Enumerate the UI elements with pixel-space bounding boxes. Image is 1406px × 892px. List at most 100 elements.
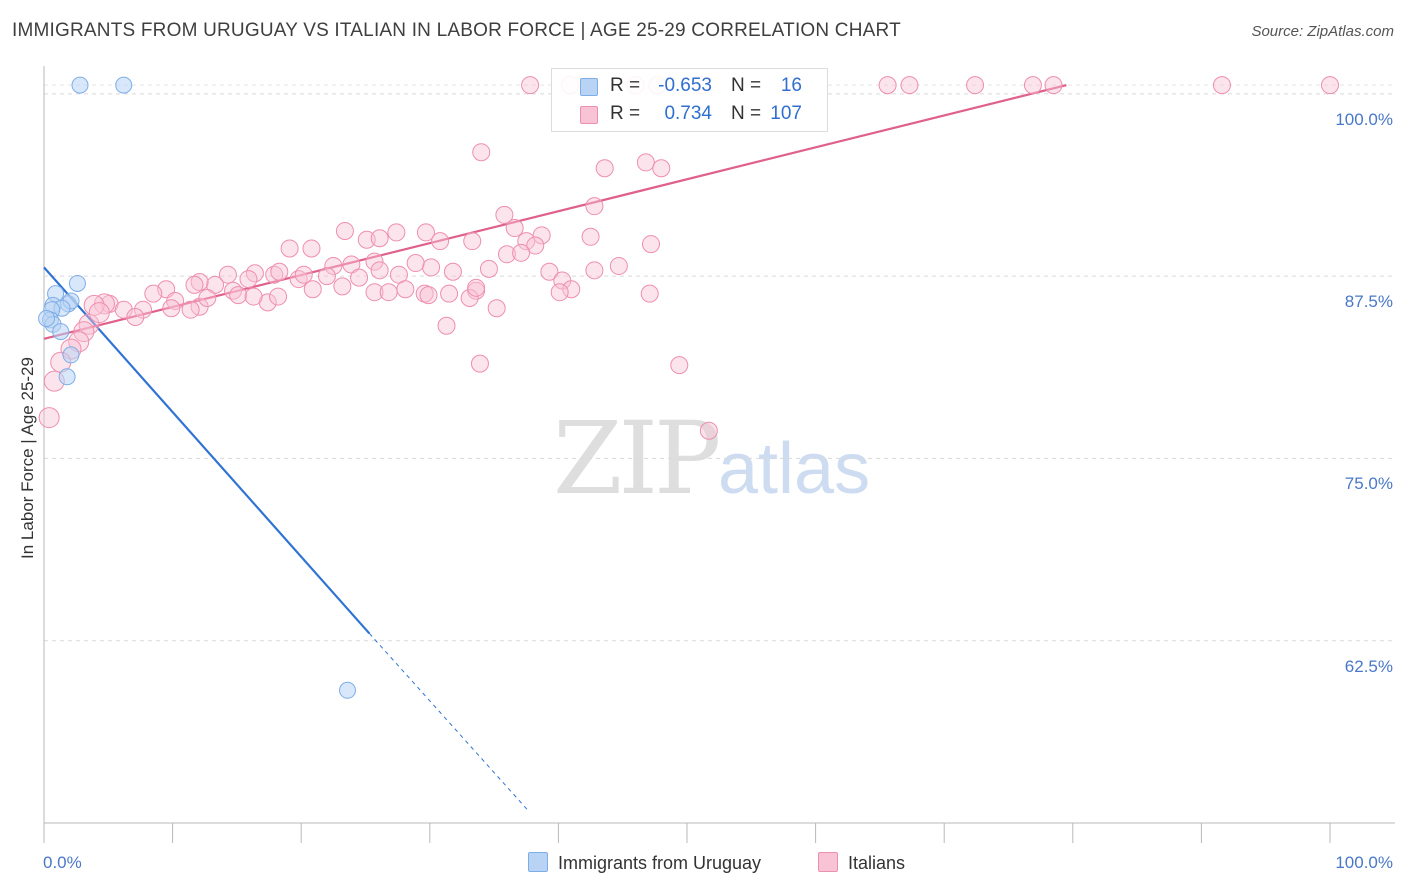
trend-lines (43, 84, 1067, 811)
point-italians (422, 258, 441, 277)
point-uruguay (68, 274, 86, 292)
legend-swatch-italians (580, 106, 598, 124)
legend-r-value: -0.653 (658, 75, 712, 96)
point-italians (38, 407, 60, 429)
point-italians (479, 259, 498, 278)
point-italians (324, 256, 343, 275)
point-italians (512, 243, 531, 262)
point-italians (218, 265, 237, 284)
legend-row-uruguay: R = -0.653 N = 16 (552, 72, 827, 100)
data-points (38, 76, 1339, 699)
chart-title: IMMIGRANTS FROM URUGUAY VS ITALIAN IN LA… (12, 20, 901, 41)
point-italians (463, 232, 482, 251)
trend-line-italians (43, 84, 1067, 340)
point-italians (437, 316, 456, 335)
point-italians (303, 280, 322, 299)
point-italians (134, 300, 153, 319)
bottom-legend-label-italians: Italians (848, 853, 906, 873)
point-italians (636, 153, 655, 172)
stats-legend: R = -0.653 N = 16 R = 0.734 N = 107 (551, 68, 828, 132)
point-italians (198, 289, 217, 308)
point-italians (526, 236, 545, 255)
point-italians (431, 232, 450, 251)
point-italians (190, 272, 209, 291)
point-italians (652, 159, 671, 178)
bottom-legend-swatch-uruguay (528, 852, 548, 872)
point-italians (365, 252, 384, 271)
point-italians (517, 232, 536, 251)
point-italians (280, 239, 299, 258)
bottom-legend-label-uruguay: Immigrants from Uruguay (558, 853, 762, 873)
point-italians (335, 221, 354, 240)
point-italians (497, 245, 516, 264)
source-label: Source: ZipAtlas.com (1251, 23, 1394, 40)
point-italians (562, 280, 581, 299)
axes (43, 66, 1395, 843)
point-italians (640, 284, 659, 303)
point-italians (609, 256, 628, 275)
point-italians (302, 239, 321, 258)
point-italians (419, 286, 438, 305)
point-italians (126, 307, 145, 326)
point-italians (357, 230, 376, 249)
gridlines (44, 84, 1395, 642)
point-italians (269, 287, 288, 306)
point-italians (585, 197, 604, 216)
point-italians (585, 261, 604, 280)
y-tick-label: 62.5% (1344, 656, 1393, 676)
point-uruguay (62, 346, 80, 364)
point-italians (370, 229, 389, 248)
point-italians (73, 321, 95, 343)
x-tick-label-min: 0.0% (43, 853, 82, 872)
point-italians (900, 76, 919, 95)
point-italians (878, 76, 897, 95)
point-italians (396, 280, 415, 299)
point-italians (229, 286, 248, 305)
point-italians (540, 262, 559, 281)
point-italians (416, 223, 435, 242)
point-italians (470, 354, 489, 373)
point-italians (1044, 76, 1063, 95)
point-italians (966, 76, 985, 95)
point-italians (641, 235, 660, 254)
bottom-legend-swatch-italians (818, 852, 838, 872)
bottom-legend-italians: Italians (818, 852, 905, 874)
point-italians (350, 268, 369, 287)
point-italians (1023, 76, 1042, 95)
point-italians (443, 262, 462, 281)
point-italians (532, 226, 551, 245)
point-italians (239, 270, 258, 289)
legend-n-label: N = (731, 103, 762, 124)
legend-swatch-uruguay (580, 78, 598, 96)
point-italians (550, 283, 569, 302)
point-italians (370, 261, 389, 280)
legend-n-label: N = (731, 75, 762, 96)
legend-n-value: 16 (780, 75, 802, 96)
y-tick-label: 87.5% (1344, 292, 1393, 312)
point-uruguay (58, 368, 76, 386)
point-italians (467, 278, 486, 297)
bottom-legend-uruguay: Immigrants from Uruguay (528, 852, 761, 874)
point-italians (460, 289, 479, 308)
point-italians (185, 275, 204, 294)
point-italians (244, 287, 263, 306)
point-italians (595, 159, 614, 178)
point-italians (317, 267, 336, 286)
point-italians (699, 421, 718, 440)
point-uruguay (52, 323, 70, 341)
point-italians (1212, 76, 1231, 95)
x-tick-label-max: 100.0% (1335, 853, 1393, 872)
y-tick-label: 100.0% (1335, 109, 1393, 129)
point-italians (333, 277, 352, 296)
legend-n-value: 107 (770, 103, 802, 124)
trend-line-uruguay-extrapolated (368, 633, 528, 811)
legend-r-label: R = (610, 75, 641, 96)
legend-r-label: R = (610, 103, 641, 124)
legend-r-value: 0.734 (664, 103, 712, 124)
point-italians (670, 356, 689, 375)
point-italians (162, 299, 181, 318)
point-italians (406, 254, 425, 273)
point-italians (181, 300, 200, 319)
legend-row-italians: R = 0.734 N = 107 (552, 100, 827, 128)
watermark-atlas: atlas (718, 429, 871, 509)
